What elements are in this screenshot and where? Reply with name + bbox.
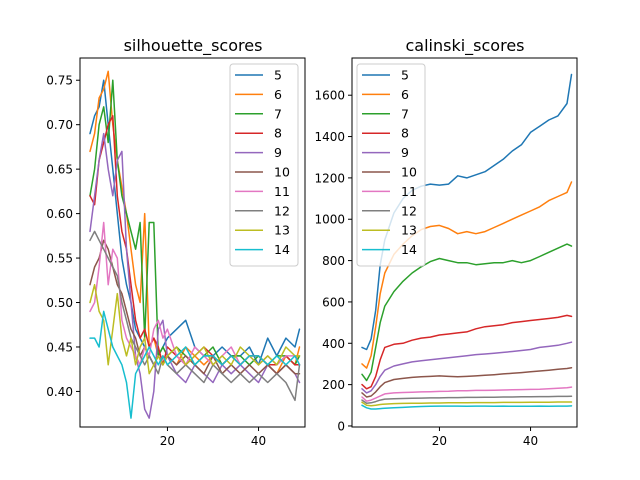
legend-label-9: 9 [274, 145, 282, 160]
y-tick-label: 1000 [314, 213, 345, 227]
x-tick-label: 20 [432, 434, 447, 448]
legend-label-7: 7 [401, 106, 409, 121]
legend-label-14: 14 [401, 242, 417, 257]
legend-label-5: 5 [274, 68, 282, 83]
y-tick-label: 0.55 [46, 252, 73, 266]
series-line-9 [89, 132, 301, 419]
y-tick-label: 0.60 [46, 207, 73, 221]
series-line-13 [89, 283, 301, 375]
y-tick-label: 1200 [314, 171, 345, 185]
legend-label-11: 11 [274, 184, 290, 199]
series-line-7 [361, 243, 573, 382]
plot-frame [351, 57, 578, 428]
series-line-12 [361, 395, 573, 404]
legend-label-12: 12 [274, 203, 290, 218]
series-line-6 [361, 181, 573, 369]
silhouette-scores-title: silhouette_scores [124, 36, 263, 56]
series-line-7 [89, 79, 301, 366]
x-tick-label: 20 [160, 434, 175, 448]
y-tick-label: 1600 [314, 89, 345, 103]
silhouette-scores-legend: 5 6 7 8 9 10 11 12 13 14 [229, 63, 299, 267]
plot-frame [79, 57, 306, 428]
legend-label-10: 10 [274, 165, 290, 180]
legend-label-14: 14 [274, 242, 290, 257]
x-tick-label: 40 [251, 434, 266, 448]
y-tick-label: 0.75 [46, 74, 73, 88]
silhouette-scores-panel: silhouette_scores 20 40 0.40 0.45 0.50 0.55 0.… [46, 36, 306, 448]
y-tick-label: 0 [337, 419, 345, 433]
legend-label-13: 13 [274, 223, 290, 238]
series-line-11 [361, 386, 573, 402]
y-tick-label: 1400 [314, 130, 345, 144]
calinski-scores-title: calinski_scores [405, 36, 524, 56]
y-tick-label: 0.45 [46, 340, 73, 354]
series-line-13 [361, 401, 573, 407]
series-line-9 [361, 341, 573, 394]
silhouette-scores-series [89, 70, 301, 419]
y-tick-label: 200 [322, 378, 345, 392]
legend-label-6: 6 [401, 87, 409, 102]
series-line-8 [361, 314, 573, 390]
legend-label-12: 12 [401, 203, 417, 218]
legend-label-10: 10 [401, 165, 417, 180]
series-line-14 [89, 310, 301, 419]
legend-label-8: 8 [274, 126, 282, 141]
series-line-10 [361, 366, 573, 398]
legend-label-13: 13 [401, 223, 417, 238]
y-tick-label: 0.50 [46, 296, 73, 310]
legend-label-11: 11 [401, 184, 417, 199]
calinski-scores-panel: calinski_scores 20 4002004006008001000120… [314, 36, 578, 448]
y-tick-label: 0.40 [46, 385, 73, 399]
legend-label-9: 9 [401, 145, 409, 160]
y-tick-label: 0.65 [46, 163, 73, 177]
series-line-14 [361, 404, 573, 410]
calinski-scores-legend: 5 6 7 8 9 10 11 12 13 14 [356, 63, 426, 267]
y-tick-label: 800 [322, 254, 345, 268]
y-tick-label: 0.70 [46, 118, 73, 132]
legend-label-6: 6 [274, 87, 282, 102]
y-tick-label: 600 [322, 295, 345, 309]
silhouette-scores-axes: 20 40 0.40 0.45 0.50 0.55 0.60 0.65 0.70 0.75 [46, 57, 306, 448]
legend-label-5: 5 [401, 68, 409, 83]
x-tick-label: 40 [523, 434, 538, 448]
legend-label-8: 8 [401, 126, 409, 141]
legend-label-7: 7 [274, 106, 282, 121]
y-tick-label: 400 [322, 337, 345, 351]
